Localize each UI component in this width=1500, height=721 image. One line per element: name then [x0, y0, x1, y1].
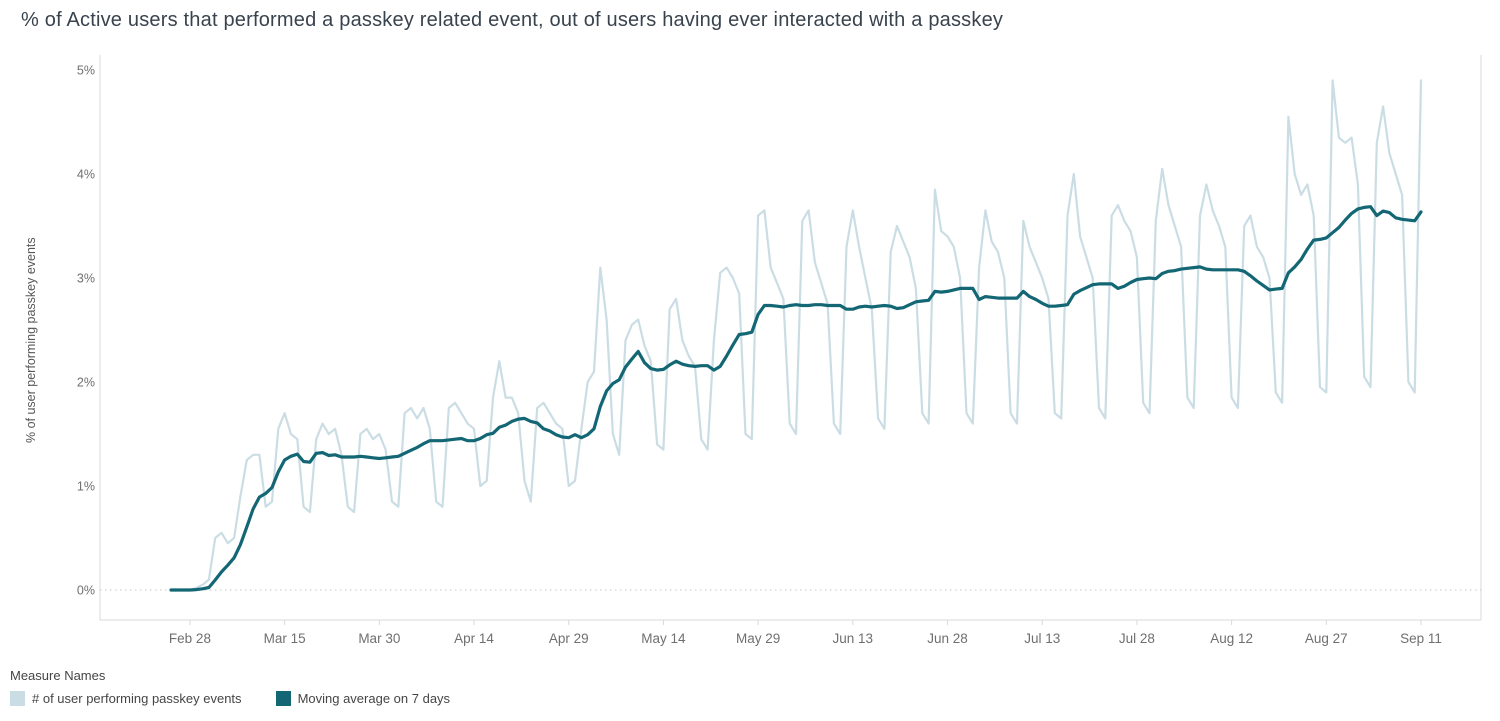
plot-canvas[interactable]: 0% 1% 2% 3% 4% 5% Feb 28 Mar 15 Mar 30 Apr 14 Apr …: [0, 0, 1500, 660]
daily-series-swatch: [10, 691, 25, 706]
daily-series-line[interactable]: [169, 79, 1423, 592]
x-tick-label: Mar 30: [358, 631, 400, 646]
x-tick-label: Aug 27: [1305, 631, 1348, 646]
y-tick-label: 1%: [77, 480, 95, 494]
legend-items: # of user performing passkey events Movi…: [10, 691, 450, 706]
x-tick-label: Jul 13: [1024, 631, 1060, 646]
x-tick-label: Mar 15: [264, 631, 306, 646]
x-tick-label: May 29: [736, 631, 780, 646]
legend-item-label: Moving average on 7 days: [297, 691, 451, 706]
x-tick-label: Jun 13: [833, 631, 874, 646]
moving-average-swatch: [275, 691, 291, 706]
x-tick-label: May 14: [641, 631, 686, 646]
x-tick-label: Apr 29: [549, 631, 589, 646]
legend-item-label: # of user performing passkey events: [32, 691, 242, 706]
y-tick-label: 3%: [77, 272, 95, 286]
y-tick-label: 5%: [77, 64, 95, 78]
x-tick-label: Sep 11: [1400, 631, 1442, 646]
legend: Measure Names # of user performing passk…: [10, 668, 450, 706]
chart-title: % of Active users that performed a passk…: [21, 9, 1004, 31]
y-tick-label: 2%: [77, 376, 95, 390]
y-tick-label: 0%: [77, 584, 95, 598]
x-tick-label: Aug 12: [1210, 631, 1253, 646]
x-tick-label: Apr 14: [454, 631, 494, 646]
x-tick-label: Jun 28: [927, 631, 968, 646]
legend-title: Measure Names: [10, 668, 106, 683]
moving-average-line[interactable]: [169, 205, 1423, 592]
legend-item-moving-average[interactable]: Moving average on 7 days: [275, 691, 451, 706]
x-tick-label: Feb 28: [169, 631, 211, 646]
y-tick-label: 4%: [77, 168, 95, 182]
x-tick-label: Jul 28: [1119, 631, 1155, 646]
legend-item-daily-series[interactable]: # of user performing passkey events: [10, 691, 242, 706]
